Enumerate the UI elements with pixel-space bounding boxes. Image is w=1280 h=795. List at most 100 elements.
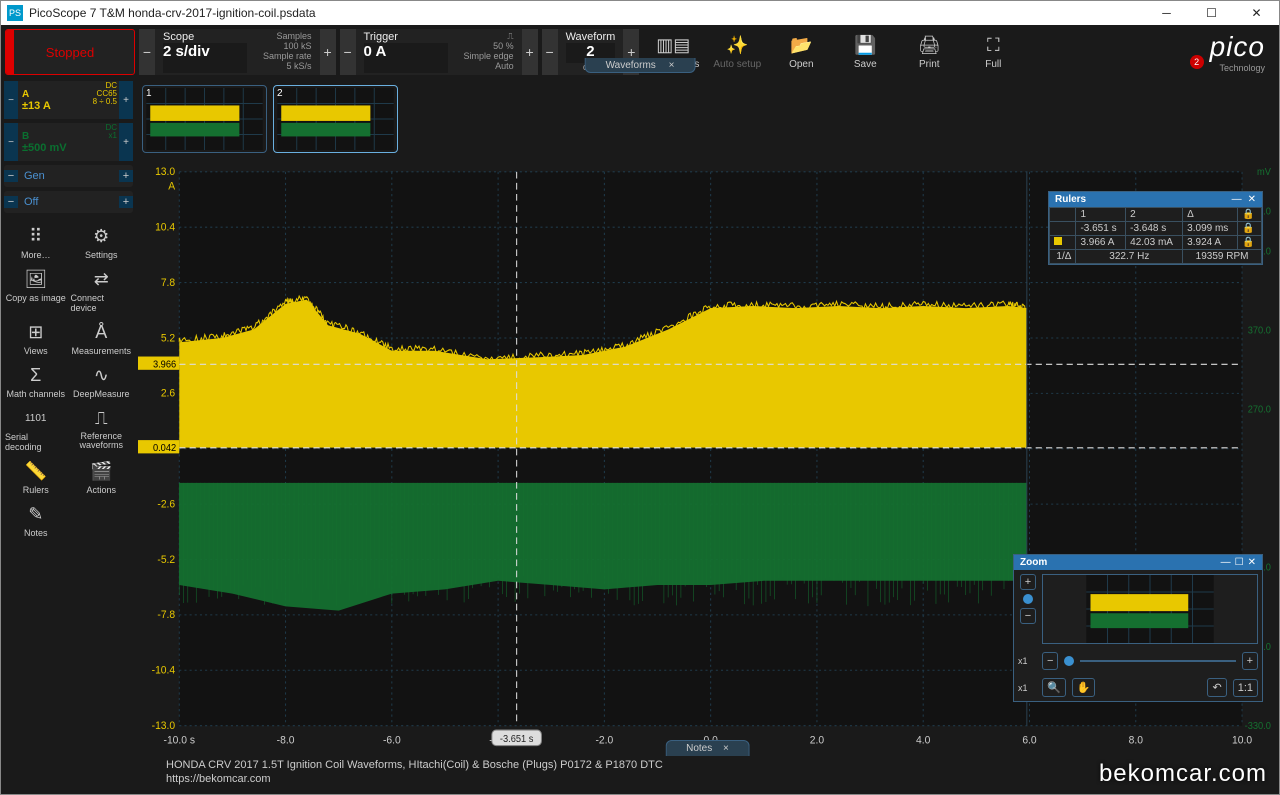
timebase-decrease-button[interactable]: − bbox=[139, 29, 155, 75]
svg-text:-5.2: -5.2 bbox=[157, 554, 175, 566]
svg-text:-7.8: -7.8 bbox=[157, 609, 175, 621]
rulers-close-button[interactable]: ✕ bbox=[1248, 194, 1256, 205]
close-icon[interactable]: × bbox=[669, 60, 675, 71]
trigger-decrease-button[interactable]: − bbox=[340, 29, 356, 75]
channel-b-decrease-button[interactable]: − bbox=[4, 123, 18, 161]
table-row: -3.651 s-3.648 s3.099 ms🔒 bbox=[1050, 222, 1262, 236]
settings-button[interactable]: ⚙Settings bbox=[71, 223, 133, 262]
rulers-minimize-button[interactable]: — bbox=[1232, 194, 1242, 205]
generator-panel[interactable]: − Gen + bbox=[4, 165, 133, 187]
waveform-prev-button[interactable]: − bbox=[542, 29, 558, 75]
timebase-value[interactable]: 2 s/div bbox=[163, 43, 247, 73]
main-plot[interactable]: 13.010.47.85.22.6-2.6-5.2-7.8-10.4-13.0A… bbox=[138, 163, 1273, 750]
zoom-close-button[interactable]: ✕ bbox=[1248, 557, 1256, 568]
zoom-reset-button[interactable]: 1:1 bbox=[1233, 679, 1258, 697]
autosetup-button[interactable]: ✨ Auto setup bbox=[707, 29, 767, 75]
zoom-in-v-button[interactable]: + bbox=[1020, 574, 1036, 590]
print-button[interactable]: 🖨 Print bbox=[899, 29, 959, 75]
rulers-title: Rulers bbox=[1055, 194, 1232, 205]
window-titlebar: PS PicoScope 7 T&M honda-crv-2017-igniti… bbox=[1, 1, 1279, 25]
run-stop-button[interactable]: Stopped bbox=[5, 29, 135, 75]
ruler-icon: 📏 bbox=[23, 460, 49, 482]
svg-text:13.0: 13.0 bbox=[155, 166, 175, 178]
notes-button[interactable]: ✎Notes bbox=[5, 501, 67, 540]
channel-a-decrease-button[interactable]: − bbox=[4, 81, 18, 119]
zoom-out-v-button[interactable]: − bbox=[1020, 608, 1036, 624]
print-icon: 🖨 bbox=[918, 35, 940, 57]
svg-text:-10.0 s: -10.0 s bbox=[164, 734, 196, 746]
save-button[interactable]: 💾 Save bbox=[835, 29, 895, 75]
more-button[interactable]: ⠿More… bbox=[5, 223, 67, 262]
rulers-table: 12Δ🔒 -3.651 s-3.648 s3.099 ms🔒 3.966 A42… bbox=[1049, 207, 1262, 264]
zoom-maximize-button[interactable]: ☐ bbox=[1235, 557, 1244, 568]
notes-tab[interactable]: Notes × bbox=[665, 740, 750, 756]
svg-text:-10.4: -10.4 bbox=[152, 664, 176, 676]
waveform-thumb-2[interactable]: 2 bbox=[273, 85, 398, 153]
zoom-slider-h[interactable] bbox=[1064, 656, 1074, 666]
svg-text:2.0: 2.0 bbox=[810, 734, 824, 746]
waveforms-tab[interactable]: Waveforms × bbox=[585, 58, 696, 73]
views-button[interactable]: ⊞Views bbox=[5, 319, 67, 358]
zoom-title: Zoom bbox=[1020, 557, 1221, 568]
gear-icon: ⚙ bbox=[88, 225, 114, 247]
measurements-button[interactable]: ÅMeasurements bbox=[71, 319, 133, 358]
zoom-undo-button[interactable]: ↶ bbox=[1207, 678, 1226, 697]
usb-icon: ⇄ bbox=[88, 268, 114, 290]
app-icon: PS bbox=[7, 5, 23, 21]
copy-image-button[interactable]: 🖼Copy as image bbox=[5, 266, 67, 315]
zoom-tool-button[interactable]: 🔍 bbox=[1042, 678, 1066, 697]
waveform-thumbnails: 1 2 bbox=[136, 79, 1279, 159]
svg-text:270.0: 270.0 bbox=[1248, 404, 1271, 415]
zoom-out-h-button[interactable]: − bbox=[1042, 652, 1058, 670]
watermark: bekomcar.com bbox=[1099, 760, 1267, 788]
views-icon: ⊞ bbox=[23, 321, 49, 343]
serial-decoding-button[interactable]: 1101Serial decoding bbox=[5, 405, 67, 454]
thumb-1-svg bbox=[145, 88, 264, 150]
window-minimize-button[interactable]: ─ bbox=[1144, 1, 1189, 25]
window-maximize-button[interactable]: ☐ bbox=[1189, 1, 1234, 25]
reference-waveforms-button[interactable]: ⎍Reference waveforms bbox=[71, 405, 133, 454]
svg-text:-2.6: -2.6 bbox=[157, 498, 175, 510]
thumb-2-svg bbox=[276, 88, 395, 150]
channel-b-increase-button[interactable]: + bbox=[119, 123, 133, 161]
fullscreen-button[interactable]: ⛶ Full bbox=[963, 29, 1023, 75]
actions-button[interactable]: 🎬Actions bbox=[71, 458, 133, 497]
close-icon[interactable]: × bbox=[723, 743, 729, 754]
wave-icon: ∿ bbox=[88, 364, 114, 386]
sample-rate-value: 5 kS/s bbox=[263, 62, 312, 72]
channel-b-panel[interactable]: − B ±500 mV DC x1 + bbox=[4, 123, 133, 161]
grid-icon: ⠿ bbox=[23, 225, 49, 247]
timebase-increase-button[interactable]: + bbox=[320, 29, 336, 75]
trigger-increase-button[interactable]: + bbox=[522, 29, 538, 75]
zoom-minimize-button[interactable]: — bbox=[1221, 557, 1231, 568]
svg-text:8.0: 8.0 bbox=[1129, 734, 1143, 746]
channel-a-panel[interactable]: − A ±13 A DC CC65 8 ÷ 0.5 + bbox=[4, 81, 133, 119]
generator-state-panel[interactable]: − Off + bbox=[4, 191, 133, 213]
svg-text:-3.651 s: -3.651 s bbox=[500, 734, 534, 745]
math-channels-button[interactable]: ΣMath channels bbox=[5, 362, 67, 401]
rulers-button[interactable]: 📏Rulers bbox=[5, 458, 67, 497]
pan-tool-button[interactable]: ✋ bbox=[1072, 678, 1096, 697]
table-row: 3.966 A42.03 mA3.924 A🔒 bbox=[1050, 236, 1262, 250]
channel-a-increase-button[interactable]: + bbox=[119, 81, 133, 119]
zoom-slider-v[interactable] bbox=[1023, 594, 1033, 604]
svg-text:370.0: 370.0 bbox=[1248, 325, 1271, 336]
deepmeasure-button[interactable]: ∿DeepMeasure bbox=[71, 362, 133, 401]
svg-text:-2.0: -2.0 bbox=[596, 734, 614, 746]
compass-icon: Å bbox=[88, 321, 114, 343]
svg-text:5.2: 5.2 bbox=[161, 332, 175, 344]
notification-badge[interactable]: 2 bbox=[1190, 55, 1204, 69]
svg-text:7.8: 7.8 bbox=[161, 277, 175, 289]
svg-text:4.0: 4.0 bbox=[916, 734, 930, 746]
waveform-thumb-1[interactable]: 1 bbox=[142, 85, 267, 153]
zoom-minimap[interactable] bbox=[1042, 574, 1258, 644]
zoom-panel[interactable]: Zoom — ☐ ✕ + − bbox=[1013, 554, 1263, 702]
trigger-value[interactable]: 0 A bbox=[364, 43, 448, 73]
window-close-button[interactable]: ✕ bbox=[1234, 1, 1279, 25]
fullscreen-icon: ⛶ bbox=[982, 35, 1004, 57]
open-button[interactable]: 📂 Open bbox=[771, 29, 831, 75]
zoom-in-h-button[interactable]: + bbox=[1242, 652, 1258, 670]
rulers-panel[interactable]: Rulers — ✕ 12Δ🔒 -3.651 s-3.648 s3.099 ms… bbox=[1048, 191, 1263, 265]
connect-device-button[interactable]: ⇄Connect device bbox=[71, 266, 133, 315]
folder-open-icon: 📂 bbox=[790, 35, 812, 57]
